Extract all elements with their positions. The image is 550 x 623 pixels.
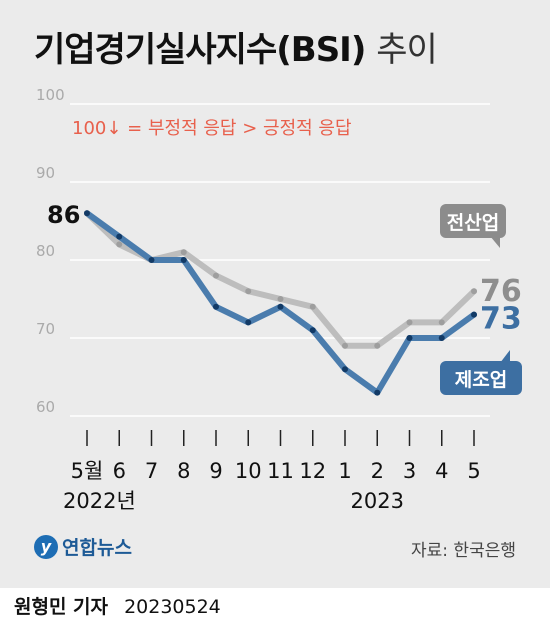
source-text: 자료: 한국은행 [411, 541, 516, 561]
byline: 원형민 기자 20230524 [14, 592, 221, 619]
series-line-0 [84, 210, 477, 349]
point-1-9 [374, 389, 381, 396]
x-tick-label-6: 11 [267, 459, 294, 483]
point-1-12 [471, 311, 477, 318]
point-1-10 [406, 335, 413, 341]
point-0-10 [406, 319, 413, 326]
start-value-label: 86 [47, 201, 80, 229]
point-0-12 [471, 288, 477, 295]
y-tick-label-60: 60 [36, 398, 55, 416]
point-1-0 [84, 210, 90, 217]
title-main: 기업경기실사지수(BSI) [34, 30, 366, 70]
y-tick-label-90: 90 [36, 164, 55, 182]
series-line-1 [84, 210, 477, 396]
reporter-name: 원형민 기자 [14, 596, 109, 618]
point-1-1 [116, 233, 123, 240]
legend-box-manufacturing [440, 361, 522, 395]
end-value-all-industry: 76 [480, 274, 522, 309]
legend-label-all-industry: 전산업 [447, 212, 499, 234]
logo-text: 연합뉴스 [62, 537, 132, 559]
chart-title: 기업경기실사지수(BSI) 추이 [34, 22, 438, 71]
x-tick-label-7: 12 [299, 459, 326, 483]
title-sub: 추이 [376, 30, 438, 70]
year-label-1: 2023 [351, 489, 404, 513]
x-tick-label-10: 3 [403, 459, 416, 483]
point-1-11 [438, 335, 445, 341]
point-0-5 [245, 288, 252, 295]
publish-date: 20230524 [124, 596, 221, 618]
point-0-7 [309, 303, 316, 310]
point-1-7 [309, 327, 316, 334]
point-0-4 [213, 272, 219, 279]
x-tick-label-2: 7 [145, 459, 158, 483]
x-tick-label-12: 5 [467, 459, 480, 483]
legend-label-manufacturing: 제조업 [455, 369, 507, 391]
point-0-3 [180, 249, 187, 256]
legend-box-all-industry [440, 204, 506, 238]
year-label-0: 2022년 [63, 489, 136, 513]
point-0-9 [374, 342, 381, 349]
point-0-8 [342, 342, 348, 349]
point-1-4 [213, 303, 219, 310]
point-0-6 [277, 296, 284, 302]
chart-card: 기업경기실사지수(BSI) 추이 60 70 80 90 100 5월 6 7 8 9 10 11 12… [0, 0, 550, 588]
point-1-8 [342, 366, 348, 373]
x-tick-label-11: 4 [435, 459, 448, 483]
y-tick-label-80: 80 [36, 242, 55, 260]
x-tick-label-0: 5월 [71, 459, 104, 483]
x-tick-label-3: 8 [177, 459, 190, 483]
y-tick-label-70: 70 [36, 320, 55, 338]
end-value-manufacturing: 73 [480, 302, 522, 337]
point-1-3 [180, 257, 187, 263]
point-1-6 [277, 303, 284, 310]
negative-note: 100↓ = 부정적 응답 > 긍정적 응답 [72, 118, 352, 139]
point-1-5 [245, 319, 252, 326]
legend-pointer-all-industry [490, 236, 500, 248]
point-0-1 [116, 241, 123, 248]
x-tick-label-8: 1 [338, 459, 351, 483]
x-tick-label-4: 9 [209, 459, 222, 483]
x-tick-label-5: 10 [235, 459, 262, 483]
yonhap-logo: y 연합뉴스 [34, 533, 132, 560]
yonhap-logo-icon: y [34, 534, 58, 559]
x-tick-label-1: 6 [113, 459, 126, 483]
point-1-2 [148, 257, 155, 263]
point-0-11 [438, 319, 445, 326]
legend-pointer-manufacturing [500, 350, 510, 363]
x-tick-label-9: 2 [371, 459, 384, 483]
y-tick-label-100: 100 [36, 86, 65, 104]
